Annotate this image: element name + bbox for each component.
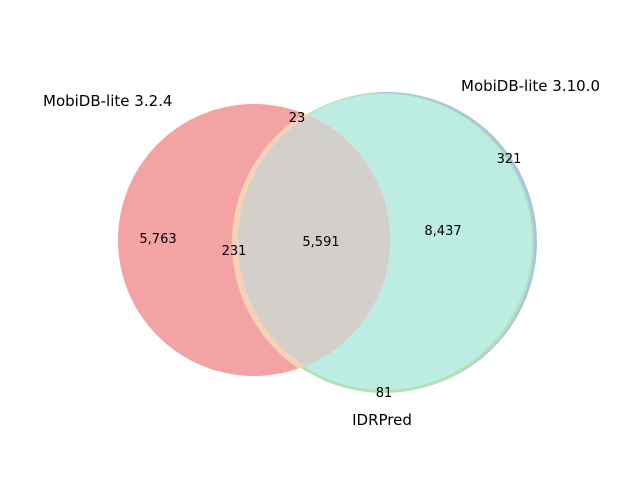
set-label-mobidb-lite-3-2-4: MobiDB-lite 3.2.4: [43, 92, 172, 110]
region-label-a-only: 5,763: [139, 232, 176, 247]
region-label-b-only: 321: [497, 152, 522, 167]
set-label-idrpred: IDRPred: [352, 411, 412, 429]
region-abc: [238, 104, 390, 376]
region-label-abc: 5,591: [302, 235, 339, 250]
region-label-ab-only: 23: [289, 111, 306, 126]
set-label-mobidb-lite-3-10-0: MobiDB-lite 3.10.0: [461, 77, 600, 95]
region-label-bc-only: 8,437: [424, 224, 461, 239]
overlap-abc-group: [232, 104, 390, 376]
region-label-ac-only: 231: [222, 244, 247, 259]
region-label-c-only: 81: [376, 386, 393, 401]
